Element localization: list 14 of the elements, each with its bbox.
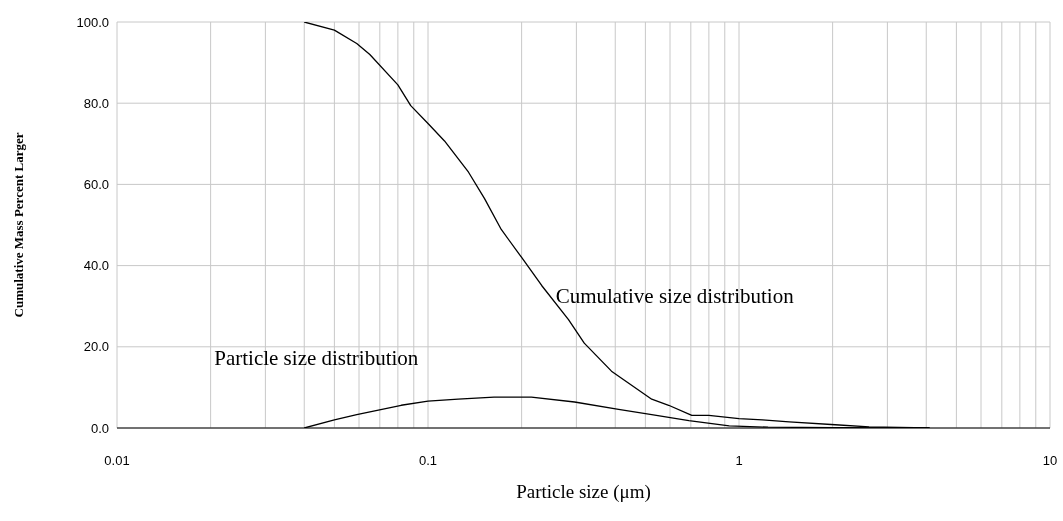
y-tick-label: 20.0 [83, 339, 109, 355]
y-tick-label: 0.0 [90, 420, 109, 436]
series-label: Cumulative size distribution [555, 283, 795, 308]
y-axis-title: Cumulative Mass Percent Larger [10, 132, 26, 318]
x-tick-label: 0.01 [104, 453, 130, 469]
y-tick-label: 40.0 [83, 258, 109, 274]
x-tick-label: 1 [735, 453, 743, 469]
x-tick-label: 10 [1042, 453, 1058, 469]
y-tick-label: 80.0 [83, 95, 109, 111]
x-axis-title: Particle size (μm) [516, 481, 651, 503]
series-label: Particle size distribution [214, 346, 419, 371]
y-tick-label: 100.0 [76, 14, 109, 30]
x-tick-label: 0.1 [418, 453, 438, 469]
y-tick-label: 60.0 [83, 177, 109, 193]
